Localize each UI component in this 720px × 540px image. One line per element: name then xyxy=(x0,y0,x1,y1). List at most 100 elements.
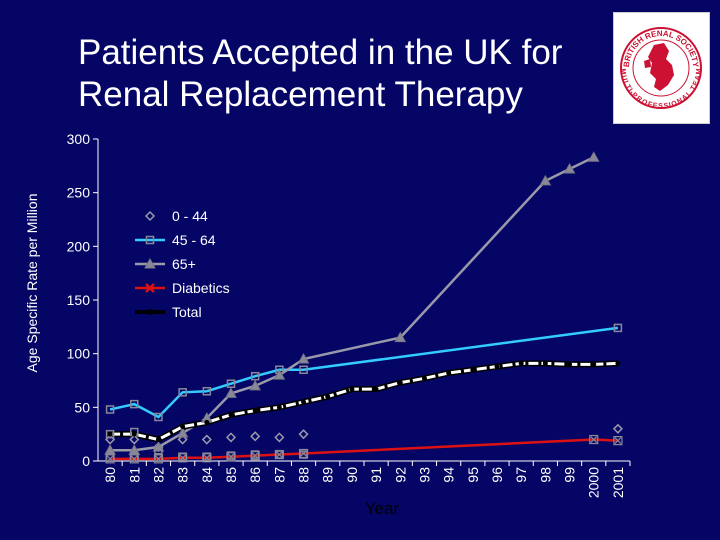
extra-square-point xyxy=(154,453,163,463)
series-total-point xyxy=(325,394,331,400)
x-tick-label: 88 xyxy=(296,467,312,483)
x-axis-label: Year xyxy=(365,499,400,518)
x-tick-label: 99 xyxy=(562,467,578,483)
series-total-point xyxy=(180,424,186,430)
extra-square-point xyxy=(202,452,212,461)
series-total-point xyxy=(542,360,548,366)
x-tick-label: 93 xyxy=(416,467,432,483)
chart-title-line-1: Patients Accepted in the UK for xyxy=(78,33,563,72)
extra-square-point xyxy=(226,451,236,460)
x-tick-label: 98 xyxy=(537,467,553,483)
series-044-point xyxy=(225,432,237,443)
series-total-point xyxy=(397,380,403,386)
series-total-point xyxy=(228,412,234,418)
legend-4564-marker xyxy=(145,235,155,245)
series-diabetics-point-cross xyxy=(614,437,622,445)
y-tick-label: 100 xyxy=(67,346,91,362)
x-tick-label: 95 xyxy=(465,467,481,483)
series-total-point xyxy=(204,419,210,425)
x-tick-label: 90 xyxy=(344,467,360,483)
series-65-point xyxy=(176,427,189,438)
legend-044-label: 0 - 44 xyxy=(172,208,208,224)
x-tick-label: 84 xyxy=(199,467,215,483)
series-044-point xyxy=(612,423,623,434)
series-total-point xyxy=(615,360,621,366)
series-4564-point xyxy=(130,399,139,409)
x-tick-label: 92 xyxy=(392,467,408,483)
x-tick-label: 2000 xyxy=(586,467,602,498)
series-diabetics-point-cross xyxy=(275,451,283,458)
y-tick-label: 150 xyxy=(67,292,91,308)
series-total-shadow xyxy=(110,360,619,443)
series-4564-point xyxy=(299,365,308,375)
extra-square-point xyxy=(250,450,260,459)
series-65-point xyxy=(249,379,262,391)
x-tick-label: 91 xyxy=(368,467,384,483)
x-tick-label: 82 xyxy=(150,467,166,483)
x-tick-label: 96 xyxy=(489,467,505,483)
x-tick-label: 94 xyxy=(441,467,457,483)
y-tick-label: 50 xyxy=(74,399,90,415)
y-tick-label: 200 xyxy=(67,238,91,254)
series-total-point xyxy=(373,386,379,392)
series-total-point xyxy=(470,367,476,373)
series-diabetics-point xyxy=(613,436,623,446)
series-65-point xyxy=(587,151,600,162)
x-tick-label: 81 xyxy=(126,467,142,483)
series-total-point xyxy=(301,399,307,405)
series-total-point xyxy=(155,437,161,443)
series-4564-point xyxy=(178,388,187,397)
x-tick-label: 80 xyxy=(102,467,118,483)
series-65-point xyxy=(297,353,310,364)
extra-square-point xyxy=(130,453,139,463)
series-044-point xyxy=(201,434,212,445)
logo-graphic: BRITISH RENAL SOCIETY MULTI-PROFESSIONAL… xyxy=(619,27,703,110)
chart-title-line-2: Renal Replacement Therapy xyxy=(78,75,523,114)
y-tick-label: 0 xyxy=(82,453,90,469)
x-tick-label: 97 xyxy=(513,467,529,483)
series-044-point xyxy=(298,429,309,440)
series-diabetics-point xyxy=(589,434,599,445)
legend-044-marker xyxy=(144,210,156,222)
extra-square-point xyxy=(178,452,187,461)
series-044-point xyxy=(129,434,140,445)
series-total-point xyxy=(421,375,427,381)
series-total-line xyxy=(110,361,618,442)
x-tick-label: 86 xyxy=(247,467,263,483)
series-044-point xyxy=(177,434,188,445)
y-axis-label: Age Specific Rate per Million xyxy=(24,194,40,373)
legend-65-label: 65+ xyxy=(172,256,196,272)
x-tick-label: 2001 xyxy=(610,467,626,498)
series-total-point xyxy=(349,386,355,392)
y-tick-label: 250 xyxy=(67,185,91,201)
series-4564-point xyxy=(154,412,163,422)
x-tick-label: 87 xyxy=(271,467,287,483)
series-total-point xyxy=(446,370,452,376)
series-65-point xyxy=(394,331,407,343)
series-4564-point xyxy=(613,323,623,333)
series-diabetics-point-cross xyxy=(590,436,598,443)
x-tick-label: 89 xyxy=(320,467,336,483)
ireland-map-icon xyxy=(644,59,651,68)
extra-square-point xyxy=(105,429,115,439)
british-renal-society-logo: BRITISH RENAL SOCIETY MULTI-PROFESSIONAL… xyxy=(613,12,710,124)
chart-title: Patients Accepted in the UK for Renal Re… xyxy=(78,32,562,116)
series-total-point xyxy=(252,408,258,414)
series-total-point xyxy=(494,364,500,370)
series-total-point xyxy=(131,431,137,437)
series-4564-point xyxy=(226,379,236,388)
series-total-point xyxy=(276,404,282,410)
legend-diabetics-marker xyxy=(145,283,155,293)
extra-square-point xyxy=(105,453,115,463)
y-tick-label: 300 xyxy=(67,131,91,147)
x-tick-label: 83 xyxy=(175,467,191,483)
series-total-point xyxy=(567,361,573,367)
legend-total-label: Total xyxy=(172,304,202,320)
legend-65-marker xyxy=(144,257,156,269)
series-65-point xyxy=(225,387,237,398)
series-044-point xyxy=(274,432,285,443)
series-4564-line xyxy=(109,326,619,419)
legend-total-marker xyxy=(147,309,153,315)
series-4564-point xyxy=(250,371,260,381)
